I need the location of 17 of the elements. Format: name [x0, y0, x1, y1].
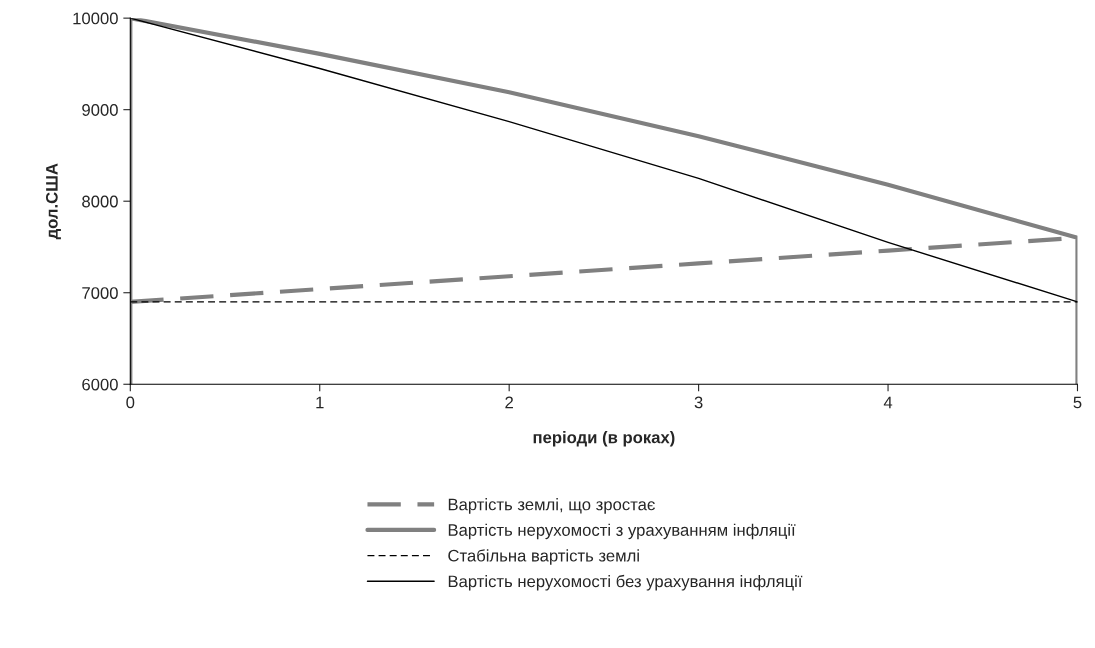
x-tick-label: 1 [316, 396, 324, 409]
legend-label: Вартість землі, що зростає [448, 498, 655, 514]
x-tick-label: 3 [694, 396, 703, 409]
y-tick-label: 10000 [73, 12, 118, 25]
y-tick-label: 6000 [82, 378, 118, 391]
x-axis-title: періоди (в роках) [533, 431, 675, 447]
x-tick-label: 4 [883, 396, 893, 409]
x-tick-label: 5 [1073, 396, 1082, 409]
y-tick-label: 8000 [82, 195, 118, 208]
y-tick-label: 7000 [82, 287, 118, 299]
y-axis-title: дол.США [45, 163, 61, 240]
x-tick-label: 0 [126, 396, 135, 409]
legend-label: Вартість нерухомості з урахуванням інфляції [448, 523, 796, 540]
legend-label: Вартість нерухомості без урахування інфляції [448, 574, 803, 591]
x-tick-label: 2 [505, 396, 513, 409]
y-tick-label: 9000 [82, 104, 118, 116]
legend-label: Стабільна вартість землі [448, 549, 639, 565]
